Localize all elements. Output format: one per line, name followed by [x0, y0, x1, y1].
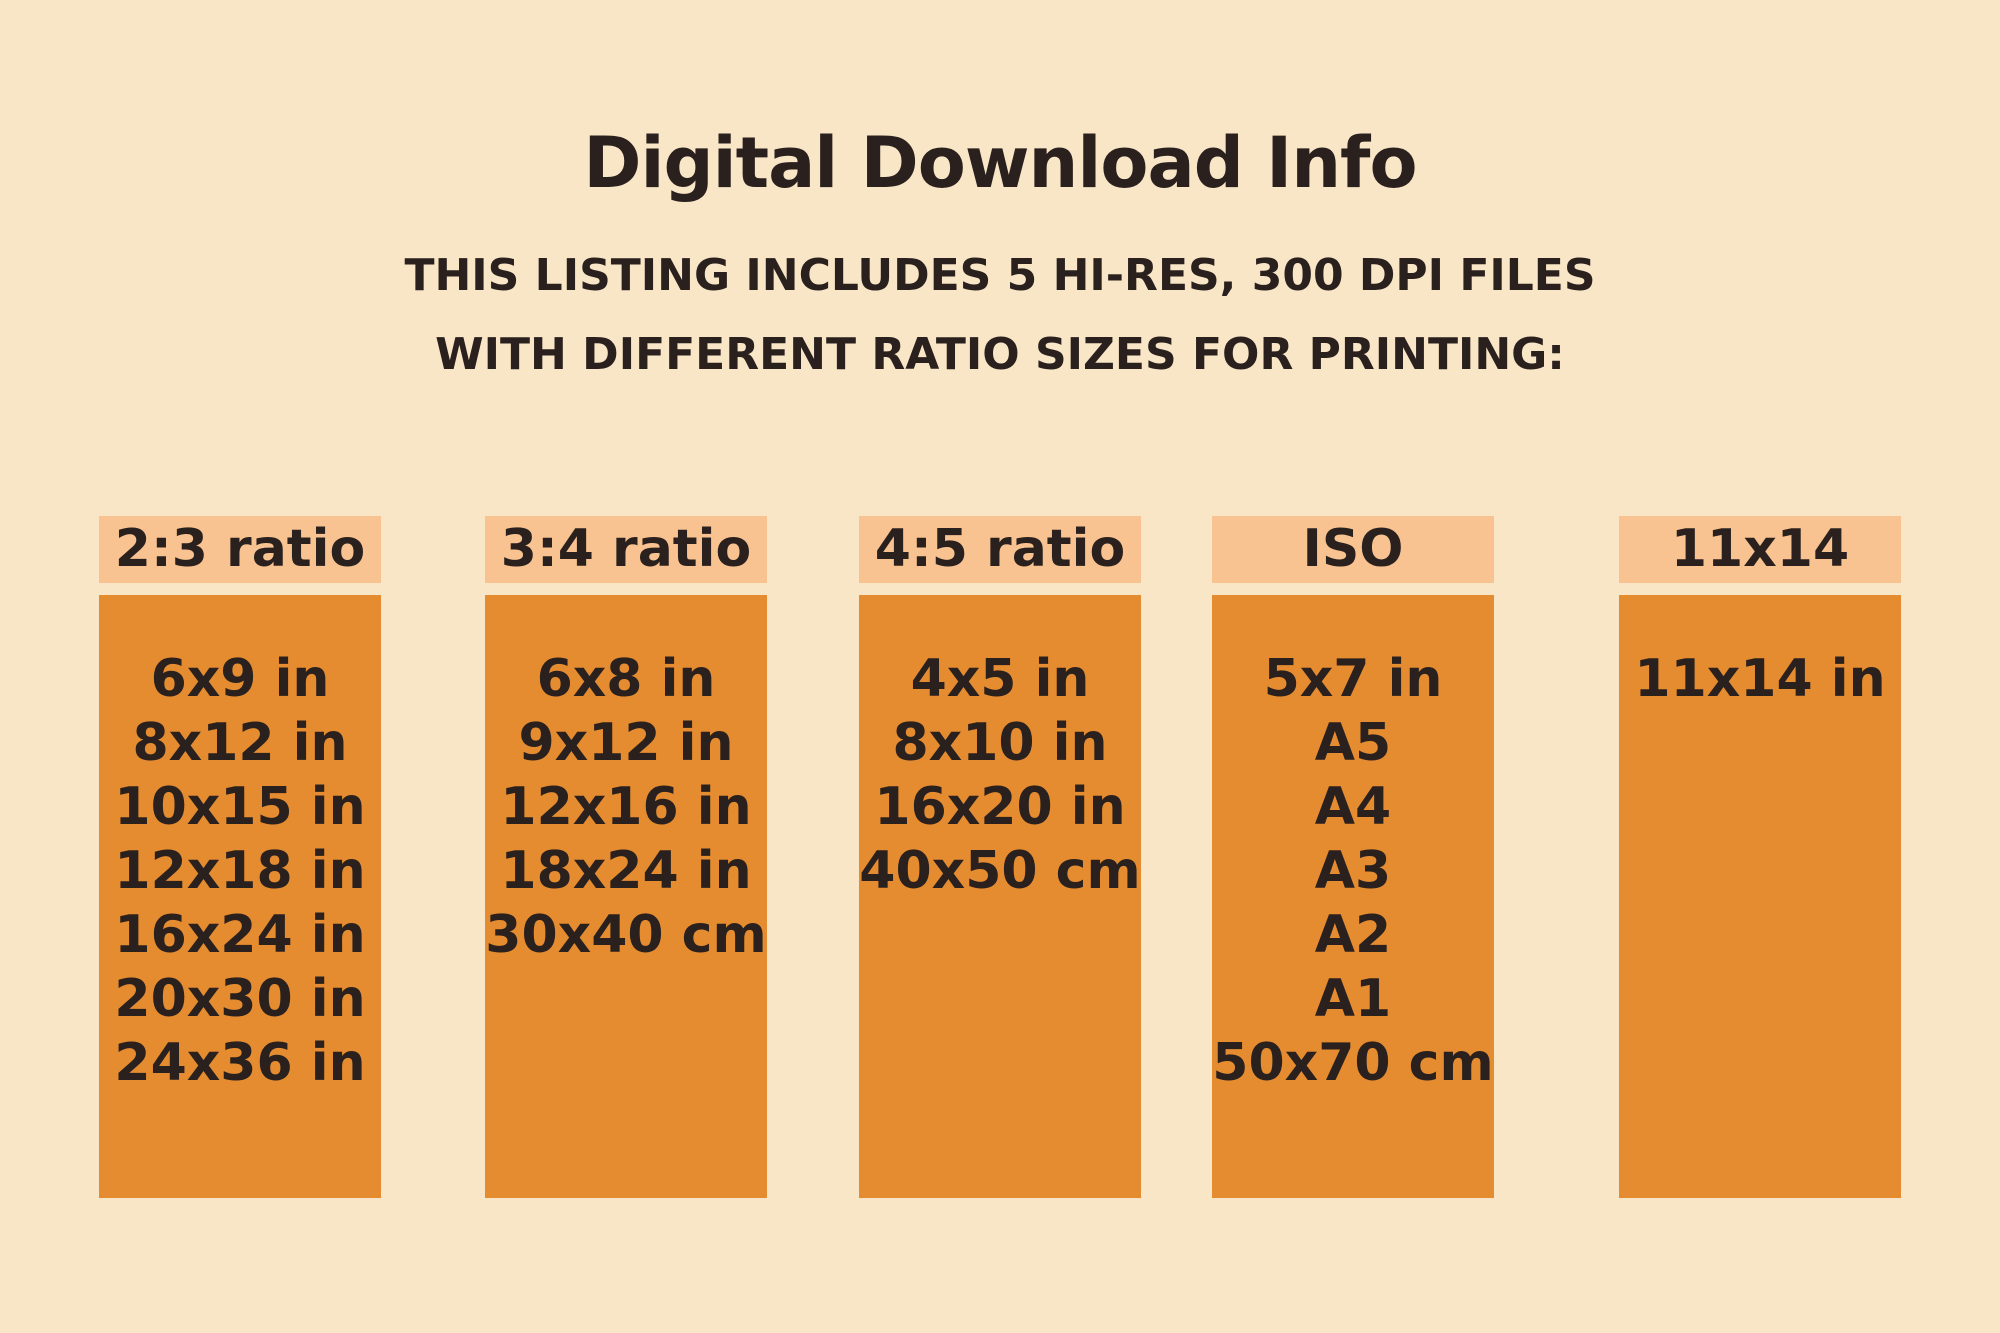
- size-item: 4x5 in: [910, 649, 1090, 709]
- size-item: 12x18 in: [114, 841, 366, 901]
- size-item: 6x8 in: [536, 649, 716, 709]
- size-column-11x14: 11x14 11x14 in: [1619, 516, 1901, 1198]
- size-item: 9x12 in: [518, 713, 734, 773]
- column-header: 11x14: [1619, 516, 1901, 583]
- size-item: 16x24 in: [114, 905, 366, 965]
- size-item: 40x50 cm: [859, 841, 1141, 901]
- size-item: 16x20 in: [874, 777, 1126, 837]
- size-list: 11x14 in: [1619, 595, 1901, 1198]
- size-column-iso: ISO 5x7 in A5 A4 A3 A2 A1 50x70 cm: [1212, 516, 1494, 1198]
- column-header: ISO: [1212, 516, 1494, 583]
- size-item: 5x7 in: [1263, 649, 1443, 709]
- column-header: 3:4 ratio: [485, 516, 767, 583]
- size-list: 4x5 in 8x10 in 16x20 in 40x50 cm: [859, 595, 1141, 1198]
- size-item: 30x40 cm: [485, 905, 767, 965]
- size-item: 6x9 in: [150, 649, 330, 709]
- size-item: A2: [1314, 905, 1392, 965]
- subtitle-line-2: WITH DIFFERENT RATIO SIZES FOR PRINTING:: [435, 329, 1565, 380]
- size-list: 6x9 in 8x12 in 10x15 in 12x18 in 16x24 i…: [99, 595, 381, 1198]
- size-item: 50x70 cm: [1212, 1033, 1494, 1093]
- size-item: 11x14 in: [1634, 649, 1886, 709]
- column-header: 4:5 ratio: [859, 516, 1141, 583]
- size-list: 5x7 in A5 A4 A3 A2 A1 50x70 cm: [1212, 595, 1494, 1198]
- size-item: A3: [1314, 841, 1392, 901]
- size-item: 8x12 in: [132, 713, 348, 773]
- size-column-4-5-ratio: 4:5 ratio 4x5 in 8x10 in 16x20 in 40x50 …: [859, 516, 1141, 1198]
- size-item: 18x24 in: [500, 841, 752, 901]
- size-column-3-4-ratio: 3:4 ratio 6x8 in 9x12 in 12x16 in 18x24 …: [485, 516, 767, 1198]
- page-title: Digital Download Info: [583, 122, 1417, 204]
- size-item: 8x10 in: [892, 713, 1108, 773]
- size-item: A1: [1314, 969, 1392, 1029]
- size-list: 6x8 in 9x12 in 12x16 in 18x24 in 30x40 c…: [485, 595, 767, 1198]
- size-item: 24x36 in: [114, 1033, 366, 1093]
- size-item: 20x30 in: [114, 969, 366, 1029]
- size-item: 12x16 in: [500, 777, 752, 837]
- size-item: 10x15 in: [114, 777, 366, 837]
- size-column-2-3-ratio: 2:3 ratio 6x9 in 8x12 in 10x15 in 12x18 …: [99, 516, 381, 1198]
- column-header: 2:3 ratio: [99, 516, 381, 583]
- size-item: A5: [1314, 713, 1392, 773]
- size-item: A4: [1314, 777, 1392, 837]
- subtitle-line-1: THIS LISTING INCLUDES 5 HI-RES, 300 DPI …: [404, 250, 1596, 301]
